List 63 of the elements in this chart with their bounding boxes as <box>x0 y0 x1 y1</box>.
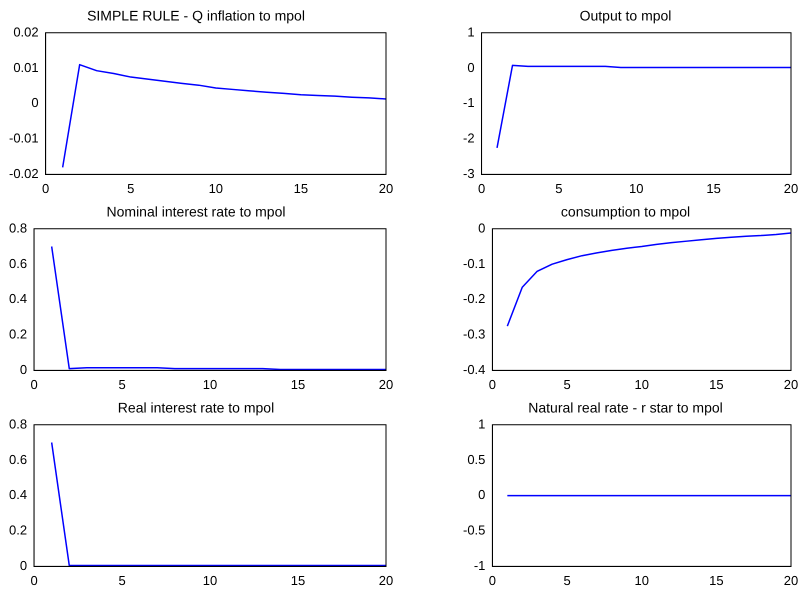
x-tick-label: 5 <box>555 180 563 196</box>
y-tick-label: 0.5 <box>467 452 486 467</box>
y-tick-label: -0.5 <box>462 522 486 538</box>
y-tick-label: 0.4 <box>8 291 28 306</box>
y-tick-label: 0.4 <box>8 487 28 502</box>
x-tick-label: 0 <box>488 572 496 588</box>
y-tick-label: -0.1 <box>462 256 486 271</box>
y-tick-label: 0 <box>31 95 39 110</box>
y-tick-label: 0.8 <box>8 416 28 432</box>
chart-title: SIMPLE RULE - Q inflation to mpol <box>87 7 305 24</box>
y-tick-label: 0.01 <box>13 60 39 75</box>
y-tick-label: 0.2 <box>8 522 28 538</box>
y-tick-label: 0.8 <box>8 220 28 236</box>
y-tick-label: 1 <box>467 24 475 40</box>
x-tick-label: 5 <box>127 180 134 196</box>
x-tick-label: 10 <box>629 180 644 196</box>
y-tick-label: 0.02 <box>13 24 39 40</box>
x-tick-label: 5 <box>563 376 571 392</box>
x-tick-label: 20 <box>784 572 798 588</box>
x-tick-label: 15 <box>294 180 308 196</box>
y-tick-label: -0.3 <box>462 326 486 342</box>
x-tick-label: 10 <box>208 180 224 196</box>
x-tick-label: 10 <box>202 376 218 392</box>
y-tick-label: -3 <box>462 166 475 181</box>
y-tick-label: -1 <box>462 95 475 110</box>
x-tick-label: 5 <box>563 572 571 588</box>
y-tick-label: -2 <box>462 130 475 146</box>
y-tick-label: 0.6 <box>8 256 28 271</box>
y-tick-label: -0.2 <box>462 291 486 306</box>
y-tick-label: 0 <box>20 558 28 573</box>
y-tick-label: -0.02 <box>8 166 39 181</box>
y-tick-label: 0 <box>20 362 28 377</box>
y-tick-label: -0.01 <box>8 130 39 146</box>
x-tick-label: 20 <box>378 180 394 196</box>
x-tick-label: 20 <box>784 376 798 392</box>
x-tick-label: 10 <box>202 572 218 588</box>
x-tick-label: 10 <box>634 572 649 588</box>
x-tick-label: 20 <box>784 180 798 196</box>
x-tick-label: 10 <box>634 376 649 392</box>
x-tick-label: 0 <box>42 180 50 196</box>
x-tick-label: 5 <box>118 572 126 588</box>
y-tick-label: 1 <box>478 416 486 432</box>
x-tick-label: 15 <box>290 572 306 588</box>
y-tick-label: 0.6 <box>8 452 28 467</box>
y-tick-label: 0 <box>478 220 486 236</box>
x-tick-label: 20 <box>378 376 394 392</box>
chart-title: consumption to mpol <box>560 203 690 220</box>
chart-title: Nominal interest rate to mpol <box>106 203 286 220</box>
x-tick-label: 15 <box>709 376 724 392</box>
chart-title: Natural real rate - r star to mpol <box>528 399 723 416</box>
y-tick-label: 0 <box>478 487 486 502</box>
x-tick-label: 0 <box>488 376 496 392</box>
x-tick-label: 20 <box>378 572 394 588</box>
y-tick-label: 0.2 <box>8 326 28 342</box>
y-tick-label: -0.4 <box>462 362 486 377</box>
x-tick-label: 5 <box>118 376 126 392</box>
y-tick-label: 0 <box>467 60 475 75</box>
y-tick-label: -1 <box>474 558 486 573</box>
x-tick-label: 15 <box>709 572 724 588</box>
chart-title: Real interest rate to mpol <box>118 399 274 416</box>
chart-title: Output to mpol <box>580 7 672 24</box>
x-tick-label: 15 <box>290 376 306 392</box>
x-tick-label: 15 <box>706 180 721 196</box>
